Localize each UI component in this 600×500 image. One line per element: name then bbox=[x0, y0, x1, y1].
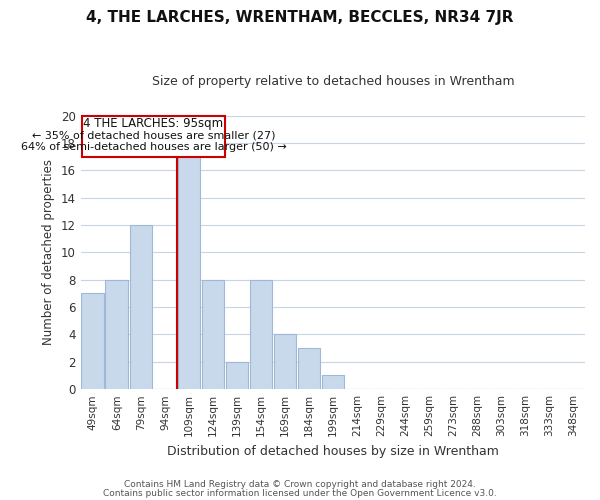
Bar bbox=[250, 280, 272, 389]
Text: Contains public sector information licensed under the Open Government Licence v3: Contains public sector information licen… bbox=[103, 488, 497, 498]
Text: 64% of semi-detached houses are larger (50) →: 64% of semi-detached houses are larger (… bbox=[20, 142, 286, 152]
Y-axis label: Number of detached properties: Number of detached properties bbox=[43, 160, 55, 346]
Title: Size of property relative to detached houses in Wrentham: Size of property relative to detached ho… bbox=[152, 75, 514, 88]
Bar bbox=[178, 156, 200, 389]
Bar bbox=[82, 294, 104, 389]
X-axis label: Distribution of detached houses by size in Wrentham: Distribution of detached houses by size … bbox=[167, 444, 499, 458]
Text: 4, THE LARCHES, WRENTHAM, BECCLES, NR34 7JR: 4, THE LARCHES, WRENTHAM, BECCLES, NR34 … bbox=[86, 10, 514, 25]
Bar bbox=[202, 280, 224, 389]
Bar bbox=[322, 376, 344, 389]
Text: 4 THE LARCHES: 95sqm: 4 THE LARCHES: 95sqm bbox=[83, 118, 224, 130]
Bar bbox=[106, 280, 128, 389]
FancyBboxPatch shape bbox=[82, 116, 225, 156]
Bar bbox=[226, 362, 248, 389]
Text: ← 35% of detached houses are smaller (27): ← 35% of detached houses are smaller (27… bbox=[32, 130, 275, 140]
Bar bbox=[130, 225, 152, 389]
Bar bbox=[298, 348, 320, 389]
Text: Contains HM Land Registry data © Crown copyright and database right 2024.: Contains HM Land Registry data © Crown c… bbox=[124, 480, 476, 489]
Bar bbox=[274, 334, 296, 389]
